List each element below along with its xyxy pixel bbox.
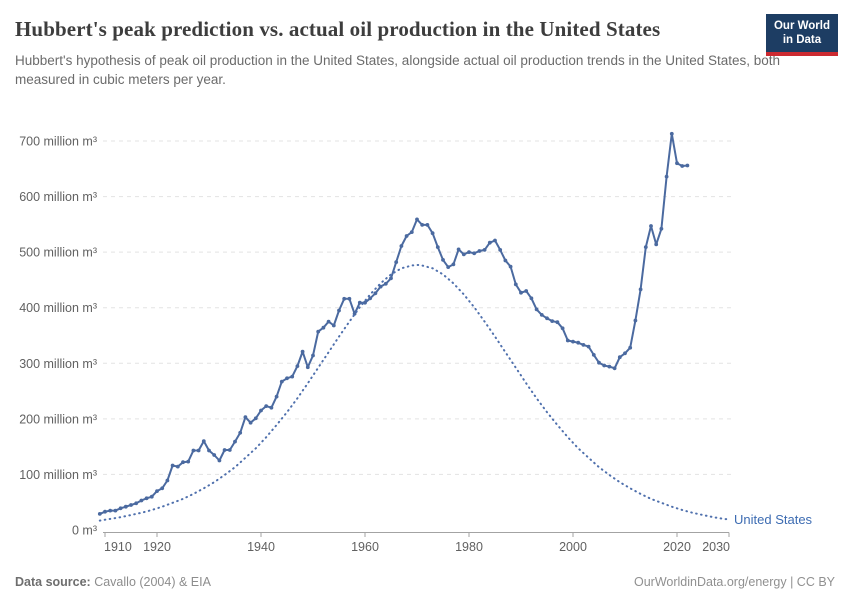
data-source-label: Data source:: [15, 575, 91, 589]
x-tick-label: 1980: [455, 540, 483, 554]
owid-logo[interactable]: Our World in Data: [765, 14, 838, 56]
x-tick-label: 2030: [702, 540, 730, 554]
x-axis: 1910 1920 1940 1960 1980 2000 2020 2030: [103, 532, 730, 554]
x-tick-label: 1960: [351, 540, 379, 554]
y-tick-label: 300 million m³: [19, 357, 97, 371]
x-tick-label: 2000: [559, 540, 587, 554]
owid-logo-line1: Our World: [773, 20, 830, 32]
series-hubbert-prediction: [98, 263, 730, 522]
owid-logo-line2: in Data: [782, 34, 822, 47]
entity-label-united-states[interactable]: United States: [734, 512, 813, 527]
page-title: Hubbert's peak prediction vs. actual oil…: [15, 17, 661, 41]
y-tick-label: 600 million m³: [19, 190, 97, 204]
y-tick-label: 400 million m³: [19, 301, 97, 315]
x-tick-label: 1940: [247, 540, 275, 554]
y-tick-label: 0 m³: [72, 524, 97, 538]
x-tick-label: 1920: [143, 540, 171, 554]
y-tick-label: 100 million m³: [19, 468, 97, 482]
license-link[interactable]: OurWorldinData.org/energy | CC BY: [633, 575, 835, 589]
y-tick-label: 700 million m³: [19, 135, 97, 149]
data-source-value: Cavallo (2004) & EIA: [90, 575, 211, 589]
x-tick-label: 1910: [104, 540, 132, 554]
chart-subtitle: Hubbert's hypothesis of peak oil product…: [15, 52, 781, 88]
data-source: Data source: Cavallo (2004) & EIA: [15, 575, 211, 589]
y-grid: 0 m³ 100 million m³ 200 million m³ 300 mill…: [19, 135, 734, 538]
series-actual-production: [97, 131, 690, 516]
y-tick-label: 500 million m³: [19, 246, 97, 260]
chart-header: Hubbert's peak prediction vs. actual oil…: [15, 16, 835, 90]
x-tick-label: 2020: [663, 540, 691, 554]
y-tick-label: 200 million m³: [19, 412, 97, 426]
chart-footer: Data source: Cavallo (2004) & EIA OurWor…: [15, 575, 835, 589]
